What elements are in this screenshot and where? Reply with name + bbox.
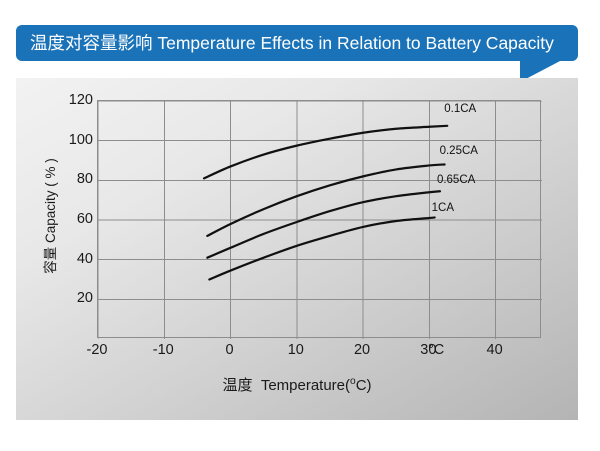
curve-1ca xyxy=(208,216,436,281)
x-axis-tick-labels: -20 -10 0 10 20 30 40 xyxy=(87,342,567,364)
y-tick-label: 20 xyxy=(76,290,93,307)
y-tick-label: 60 xyxy=(76,211,93,227)
x-tick-label: 40 xyxy=(486,342,503,358)
x-axis-title-cn: 温度 xyxy=(222,377,253,394)
y-tick-label: 40 xyxy=(76,250,93,267)
x-axis-title: 温度 Temperature(oC) xyxy=(16,374,578,395)
curve-0-25ca xyxy=(206,163,446,237)
banner-title: 温度对容量影响 Temperature Effects in Relation … xyxy=(30,33,554,53)
y-tick-label: 80 xyxy=(76,171,93,188)
x-axis-title-unit: (oC) xyxy=(345,376,372,394)
series-label-1ca: 1CA xyxy=(431,202,455,215)
x-axis-title-en: Temperature xyxy=(260,377,346,394)
x-tick-label: -10 xyxy=(152,342,174,358)
x-tick-label: -20 xyxy=(86,342,108,358)
curve-0-65ca xyxy=(206,190,442,259)
banner-tail-icon xyxy=(520,60,562,82)
y-axis-tick-labels: 20 40 60 80 100 120 xyxy=(41,92,93,338)
y-tick-label: 120 xyxy=(68,92,93,108)
series-curves xyxy=(202,124,449,281)
y-tick-label: 100 xyxy=(68,131,93,148)
title-banner: 温度对容量影响 Temperature Effects in Relation … xyxy=(16,25,578,82)
x-tick-label: 20 xyxy=(353,342,371,358)
chart-panel: 容量 Capacity ( % ) 20 40 60 80 100 120 -20 -10 0… xyxy=(16,78,578,420)
series-label-0-1ca: 0.1CA xyxy=(444,102,477,115)
banner-body: 温度对容量影响 Temperature Effects in Relation … xyxy=(16,25,578,61)
series-label-0-25ca: 0.25CA xyxy=(439,145,478,158)
x-axis-unit-label: °C xyxy=(428,342,445,358)
x-tick-label: 0 xyxy=(225,342,234,358)
plot-area xyxy=(97,100,542,339)
series-label-0-65ca: 0.65CA xyxy=(436,174,476,187)
x-tick-label: 30 xyxy=(420,342,437,358)
curve-0-1ca xyxy=(202,124,449,180)
x-tick-label: 10 xyxy=(287,342,304,358)
